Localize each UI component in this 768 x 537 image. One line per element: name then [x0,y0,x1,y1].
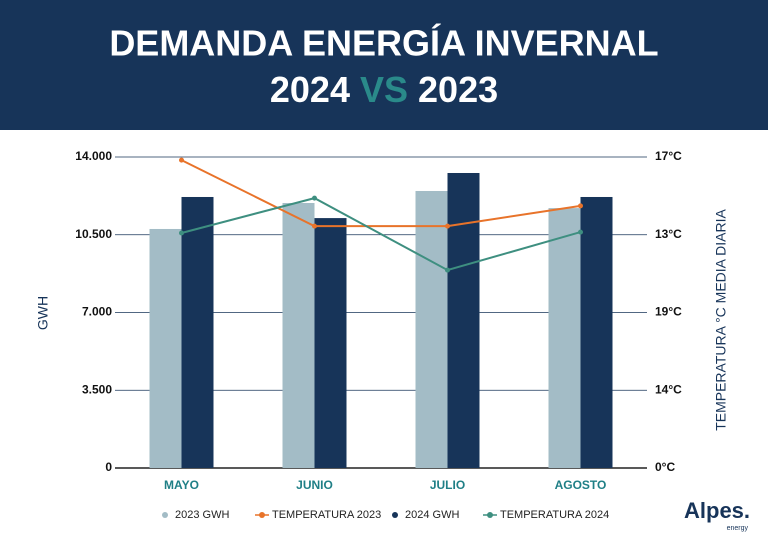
legend-label: TEMPERATURA 2023 [272,509,381,521]
y-tick-label: 7.000 [82,305,112,319]
y2-tick-label: 14°C [655,382,682,396]
y2-axis-title: TEMPERATURA °C MEDIA DIARIA [713,209,729,431]
bar [181,196,214,468]
y2-tick-label: 19°C [655,305,682,319]
y2-tick-label: 13°C [655,227,682,241]
point [445,267,450,273]
logo: Alpes. [684,498,750,523]
header-band [0,0,768,130]
legend-label: 2024 GWH [405,509,459,521]
y-axis-title: GWH [35,296,51,330]
x-tick-label: JUNIO [296,478,333,492]
point [312,195,317,201]
y-tick-label: 10.500 [75,227,112,241]
point [179,230,184,236]
point [179,157,184,163]
legend-marker [259,512,265,518]
legend-label: 2023 GWH [175,509,229,521]
point [578,203,583,209]
legend-label: TEMPERATURA 2024 [500,509,609,521]
bar [149,228,182,468]
bar [580,196,613,468]
x-tick-label: JULIO [430,478,465,492]
point [578,229,583,235]
chart-title: DEMANDA ENERGÍA INVERNAL [109,23,658,64]
line [181,159,581,228]
legend-marker [162,512,168,518]
chart-title: 2024 VS 2023 [270,69,498,110]
y-tick-label: 14.000 [75,149,112,163]
point [445,223,450,229]
y-tick-label: 0 [105,460,112,474]
legend-marker [487,512,493,518]
bar [548,208,581,469]
title-part: 2023 [418,69,498,110]
line [181,197,581,272]
title-part: VS [360,69,408,110]
bar [282,202,315,468]
x-tick-label: AGOSTO [555,478,607,492]
y-tick-label: 3.500 [82,382,112,396]
y2-tick-label: 0°C [655,460,675,474]
x-tick-label: MAYO [164,478,199,492]
bar [314,218,347,468]
y2-tick-label: 17°C [655,149,682,163]
bar [415,190,448,468]
bar [447,172,480,468]
title-part: 2024 [270,69,350,110]
point [312,223,317,229]
logo-sub: energy [727,525,749,532]
legend-marker [392,512,398,518]
